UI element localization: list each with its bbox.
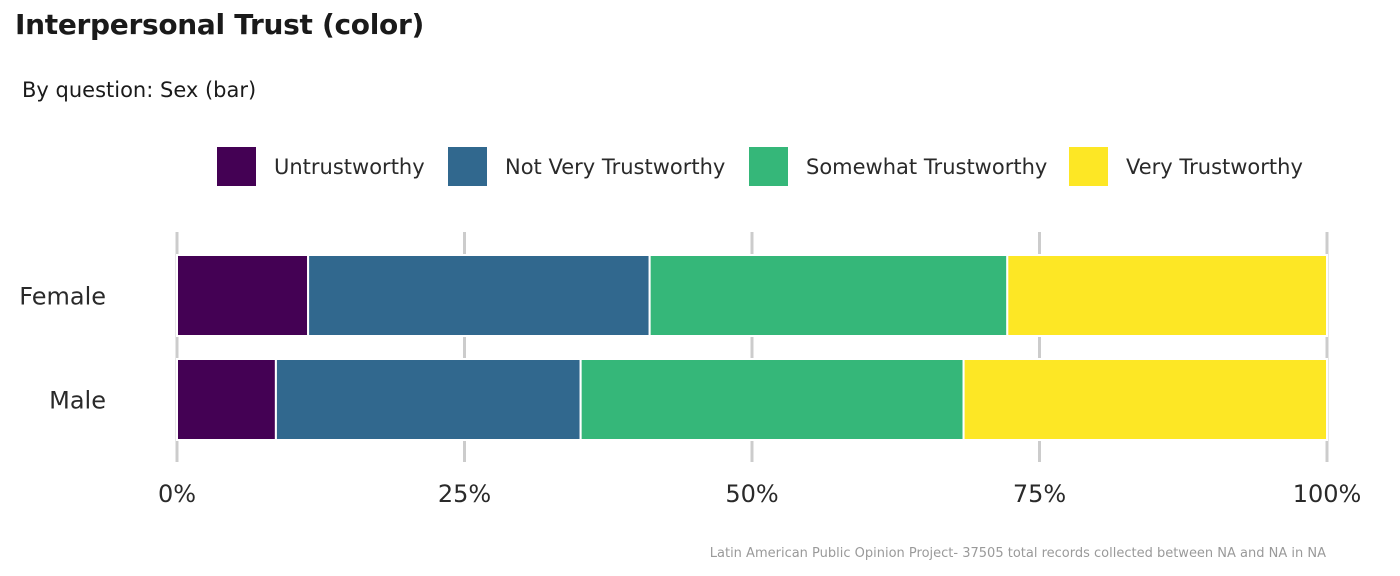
bar-female-very-trustworthy: [1006, 254, 1328, 337]
x-tick-label-25: 25%: [438, 480, 491, 508]
legend-label-somewhat-trustworthy: Somewhat Trustworthy: [806, 155, 1047, 179]
chart-caption: Latin American Public Opinion Project- 3…: [710, 546, 1326, 561]
category-labels: Female Male: [19, 283, 106, 415]
x-tick-label-0: 0%: [158, 480, 196, 508]
x-axis-ticks: 0% 25% 50% 75% 100%: [158, 480, 1361, 508]
legend-key-untrustworthy: [217, 147, 256, 186]
x-tick-label-75: 75%: [1013, 480, 1066, 508]
legend: Untrustworthy Not Very Trustworthy Somewha…: [217, 147, 1303, 186]
chart-subtitle: By question: Sex (bar): [22, 78, 257, 102]
bar-male-somewhat-trustworthy: [579, 358, 965, 441]
category-label-female: Female: [19, 283, 106, 311]
bar-male-very-trustworthy: [962, 358, 1328, 441]
legend-label-very-trustworthy: Very Trustworthy: [1126, 155, 1303, 179]
bar-male-untrustworthy: [176, 358, 277, 441]
category-label-male: Male: [49, 387, 106, 415]
bar-female-not-very-trustworthy: [307, 254, 651, 337]
bar-female-somewhat-trustworthy: [648, 254, 1009, 337]
x-tick-label-100: 100%: [1293, 480, 1362, 508]
bar-male-not-very-trustworthy: [274, 358, 582, 441]
bar-female-untrustworthy: [176, 254, 310, 337]
x-tick-label-50: 50%: [725, 480, 778, 508]
chart-title: Interpersonal Trust (color): [15, 8, 424, 41]
legend-key-very-trustworthy: [1069, 147, 1108, 186]
legend-label-untrustworthy: Untrustworthy: [274, 155, 425, 179]
bars: [176, 254, 1328, 441]
legend-label-not-very-trustworthy: Not Very Trustworthy: [505, 155, 725, 179]
legend-key-somewhat-trustworthy: [749, 147, 788, 186]
legend-key-not-very-trustworthy: [448, 147, 487, 186]
